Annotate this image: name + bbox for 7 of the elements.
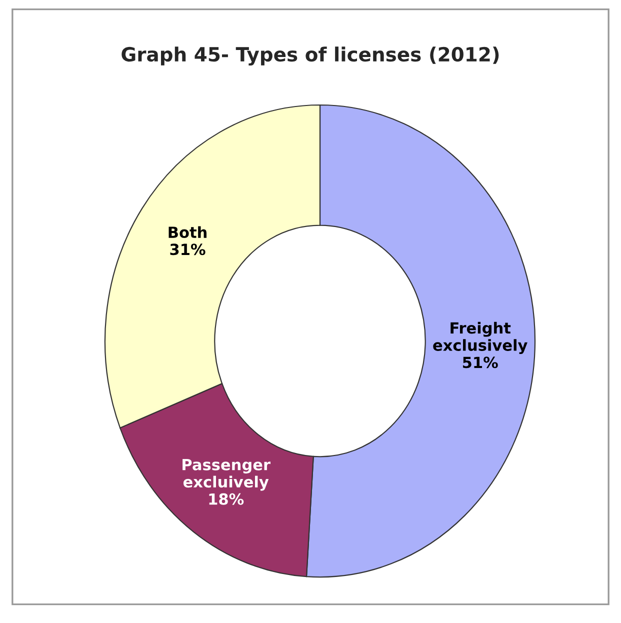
slice-label: Passenger excluively [182, 459, 270, 491]
data-label: 51% [462, 356, 498, 368]
slice-label: Freight exclusively [433, 322, 528, 354]
slice-label: Both [168, 226, 206, 238]
data-label: 31% [170, 244, 206, 256]
data-label: 18% [209, 493, 244, 505]
chart-title: Graph 45- Types of licenses (2012) [122, 46, 499, 66]
